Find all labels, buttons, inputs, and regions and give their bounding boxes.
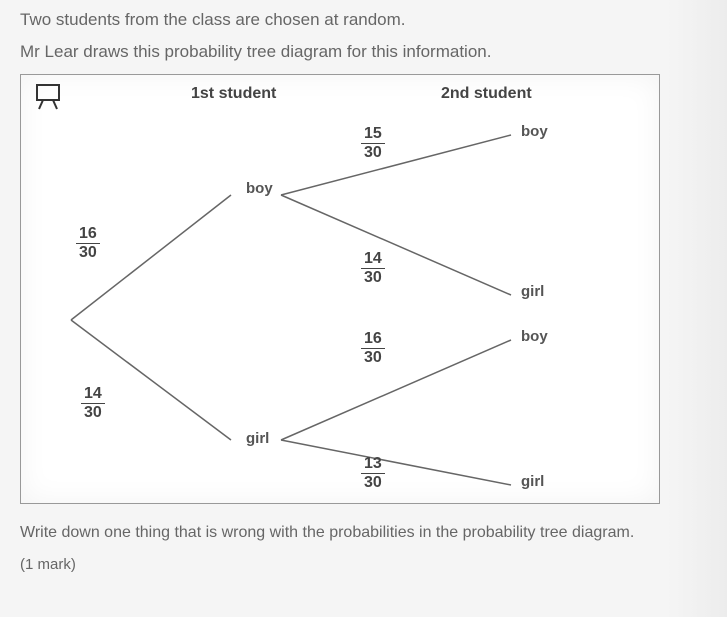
tree-diagram: 1st student 2nd student boy girl boy gir… xyxy=(20,74,660,504)
frac-num: 14 xyxy=(81,385,105,404)
frac-den: 30 xyxy=(81,404,105,422)
frac-num: 14 xyxy=(361,250,385,269)
prob-l1-girl: 14 30 xyxy=(81,385,105,421)
prob-l2-bb: 15 30 xyxy=(361,125,385,161)
node-l2-boy-boy: boy xyxy=(521,123,548,140)
prob-l2-gg: 13 30 xyxy=(361,455,385,491)
prob-l2-gb: 16 30 xyxy=(361,330,385,366)
question-text: Write down one thing that is wrong with … xyxy=(20,524,707,542)
frac-den: 30 xyxy=(76,244,100,262)
frac-den: 30 xyxy=(361,144,385,162)
intro-line-2: Mr Lear draws this probability tree diag… xyxy=(20,42,707,62)
node-l1-girl: girl xyxy=(246,430,269,447)
node-l1-boy: boy xyxy=(246,180,273,197)
marks-label: (1 mark) xyxy=(20,556,707,573)
frac-num: 16 xyxy=(361,330,385,349)
prob-l2-bg: 14 30 xyxy=(361,250,385,286)
frac-num: 13 xyxy=(361,455,385,474)
node-l2-girl-girl: girl xyxy=(521,473,544,490)
frac-den: 30 xyxy=(361,269,385,287)
tree-lines xyxy=(21,75,661,505)
frac-num: 16 xyxy=(76,225,100,244)
frac-den: 30 xyxy=(361,349,385,367)
frac-num: 15 xyxy=(361,125,385,144)
node-l2-girl-boy: boy xyxy=(521,328,548,345)
node-l2-boy-girl: girl xyxy=(521,283,544,300)
intro-line-1: Two students from the class are chosen a… xyxy=(20,10,707,30)
prob-l1-boy: 16 30 xyxy=(76,225,100,261)
frac-den: 30 xyxy=(361,474,385,492)
